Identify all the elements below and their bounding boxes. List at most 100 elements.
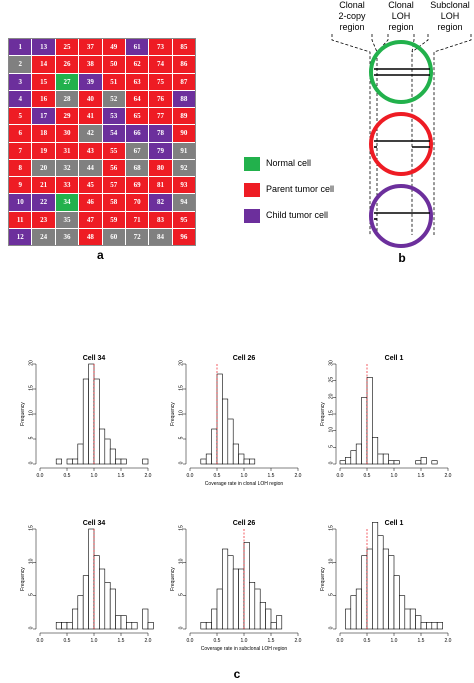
y-axis-label: Frequency xyxy=(320,567,326,591)
histogram-bar xyxy=(61,622,68,630)
grid-cell: 29 xyxy=(55,108,79,125)
histogram-bar xyxy=(120,458,127,465)
region-label-clonal-2copy-1: Clonal xyxy=(339,0,365,10)
panel-label-a: a xyxy=(97,248,104,262)
y-tick-label: 25 xyxy=(329,377,335,383)
histogram-title: Cell 26 xyxy=(233,520,256,527)
histogram-bar xyxy=(99,568,106,630)
y-tick-label: 15 xyxy=(179,385,185,391)
grid-cell: 66 xyxy=(125,125,149,142)
histogram-bar xyxy=(243,458,250,465)
histogram-bar xyxy=(205,453,212,465)
histogram-title: Cell 1 xyxy=(385,355,404,362)
y-axis-label: Frequency xyxy=(20,567,26,591)
histogram-bar xyxy=(104,582,111,630)
x-tick-label: 0.0 xyxy=(337,473,344,479)
grid-cell: 13 xyxy=(32,39,55,56)
histogram-bar xyxy=(99,428,106,465)
grid-cell: 32 xyxy=(55,159,79,176)
histogram-bar xyxy=(393,460,400,465)
histogram-title: Cell 34 xyxy=(83,520,106,527)
grid-cell: 72 xyxy=(125,228,149,245)
grid-cell: 89 xyxy=(172,108,195,125)
y-tick-label: 0 xyxy=(29,626,35,629)
y-tick-label: 20 xyxy=(329,393,335,399)
region-guide-lines xyxy=(331,34,472,235)
histogram-bar xyxy=(420,622,427,630)
histogram-bar xyxy=(388,460,395,465)
histogram-bar xyxy=(259,602,266,630)
histogram-5: Cell 26 Frequency 0.0 0.5 1.0 1.5 2.0 0 5 10 15 Cov… xyxy=(170,520,302,652)
y-tick-label: 15 xyxy=(29,385,35,391)
grid-cell: 62 xyxy=(125,56,149,73)
histogram-bar xyxy=(126,622,133,630)
x-tick-label: 1.0 xyxy=(241,473,248,479)
grid-cell: 75 xyxy=(149,73,172,90)
grid-cell: 71 xyxy=(125,211,149,228)
histogram-bar xyxy=(377,453,384,465)
histogram-6: Cell 1 Frequency 0.0 0.5 1.0 1.5 2.0 0 5 10 15 xyxy=(320,520,452,644)
histogram-3: Cell 1 Frequency 0.0 0.5 1.0 1.5 2.0 0 5 10 15 20 25… xyxy=(320,355,452,479)
legend-swatch-parent xyxy=(244,183,260,197)
histogram-bar xyxy=(345,608,352,630)
x-tick-label: 1.5 xyxy=(418,473,425,479)
grid-cell: 16 xyxy=(32,90,55,107)
x-tick-label: 0.5 xyxy=(64,638,71,644)
grid-cell: 31 xyxy=(55,142,79,159)
x-tick-label: 1.0 xyxy=(391,473,398,479)
legend-label-normal: Normal cell xyxy=(266,158,312,168)
histogram-bar xyxy=(120,615,127,630)
y-axis-label: Frequency xyxy=(170,567,176,591)
child-tumor-cell-circle xyxy=(369,184,433,248)
grid-cell: 65 xyxy=(125,108,149,125)
histogram-bar xyxy=(238,453,245,465)
grid-cell: 78 xyxy=(149,125,172,142)
x-tick-label: 0.5 xyxy=(214,638,221,644)
y-tick-label: 20 xyxy=(29,360,35,366)
grid-cell: 70 xyxy=(125,194,149,211)
histogram-bar xyxy=(426,622,433,630)
y-tick-label: 0 xyxy=(179,626,185,629)
grid-cell: 18 xyxy=(32,125,55,142)
panel-label-b: b xyxy=(398,251,405,265)
y-tick-label: 0 xyxy=(179,461,185,464)
histogram-bar xyxy=(55,458,62,465)
histogram-bar xyxy=(377,535,384,630)
histogram-bar xyxy=(249,458,256,465)
x-tick-label: 2.0 xyxy=(445,473,452,479)
y-axis-label: Frequency xyxy=(170,402,176,426)
histogram-bar xyxy=(243,542,250,630)
x-tick-label: 2.0 xyxy=(145,638,152,644)
histogram-bar xyxy=(265,608,272,630)
normal-cell-circle xyxy=(369,40,433,104)
histogram-bar xyxy=(88,528,95,630)
histogram-bar xyxy=(88,363,95,465)
legend-label-child: Child tumor cell xyxy=(266,210,329,220)
x-tick-label: 0.0 xyxy=(37,638,44,644)
histogram-1: Cell 34 Frequency 0.0 0.5 1.0 1.5 2.0 0 5 10 15 20 xyxy=(20,355,152,479)
y-axis-label: Frequency xyxy=(320,402,326,426)
region-label-clonal-loh-2: LOH xyxy=(392,11,411,21)
histogram-bar xyxy=(77,595,84,630)
grid-cell: 17 xyxy=(32,108,55,125)
histogram-bar xyxy=(147,622,154,630)
histogram-bar xyxy=(109,448,116,465)
grid-cell: 34 xyxy=(55,194,79,211)
histogram-bar xyxy=(382,453,389,465)
y-tick-label: 30 xyxy=(329,360,335,366)
legend-label-parent: Parent tumor cell xyxy=(266,184,335,194)
grid-cell: 79 xyxy=(149,142,172,159)
histogram-bar xyxy=(393,575,400,630)
x-tick-label: 1.0 xyxy=(391,638,398,644)
histogram-bar xyxy=(372,522,379,630)
parent-tumor-cell-circle xyxy=(369,112,433,176)
grid-cell: 7 xyxy=(9,142,32,159)
grid-cell: 5 xyxy=(9,108,32,125)
y-axis-label: Frequency xyxy=(20,402,26,426)
cell-grid: 1 13 25 37 49 61 73 85 2 14 26 38 50 62 74 86 3 15 27 39 51 6… xyxy=(8,38,196,246)
histogram-bar xyxy=(232,568,239,630)
grid-cell: 1 xyxy=(9,39,32,56)
grid-cell: 47 xyxy=(79,211,102,228)
grid-cell: 83 xyxy=(149,211,172,228)
